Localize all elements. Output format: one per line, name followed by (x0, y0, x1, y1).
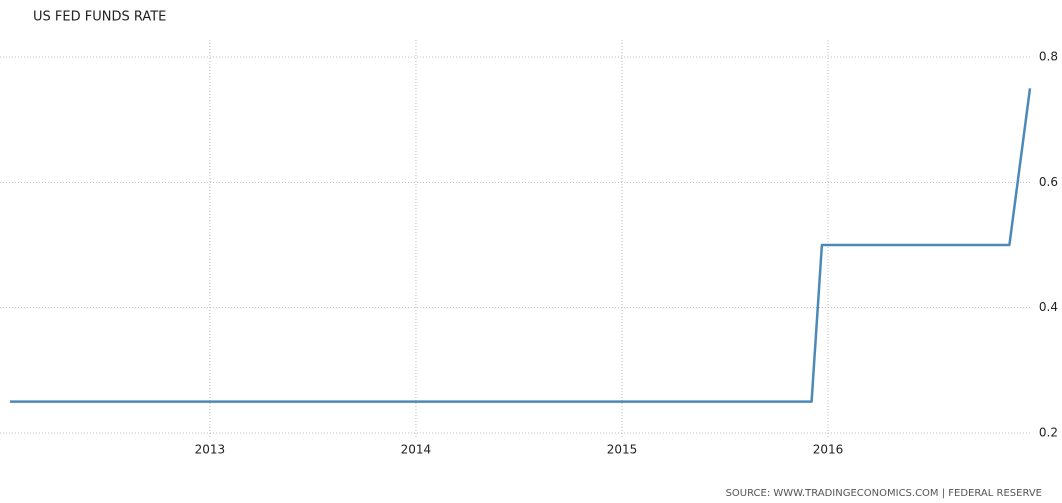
y-tick-label: 0.8 (1039, 50, 1058, 64)
x-tick-label: 2016 (813, 443, 844, 457)
x-tick-label: 2015 (607, 443, 638, 457)
y-tick-label: 0.2 (1039, 426, 1058, 440)
x-tick-label: 2014 (401, 443, 432, 457)
source-note: SOURCE: WWW.TRADINGECONOMICS.COM | FEDER… (726, 488, 1042, 499)
chart-title: US FED FUNDS RATE (33, 10, 166, 25)
x-tick-label: 2013 (195, 443, 226, 457)
series-line (10, 88, 1032, 403)
y-tick-label: 0.6 (1039, 175, 1058, 189)
y-tick-label: 0.4 (1039, 300, 1058, 314)
